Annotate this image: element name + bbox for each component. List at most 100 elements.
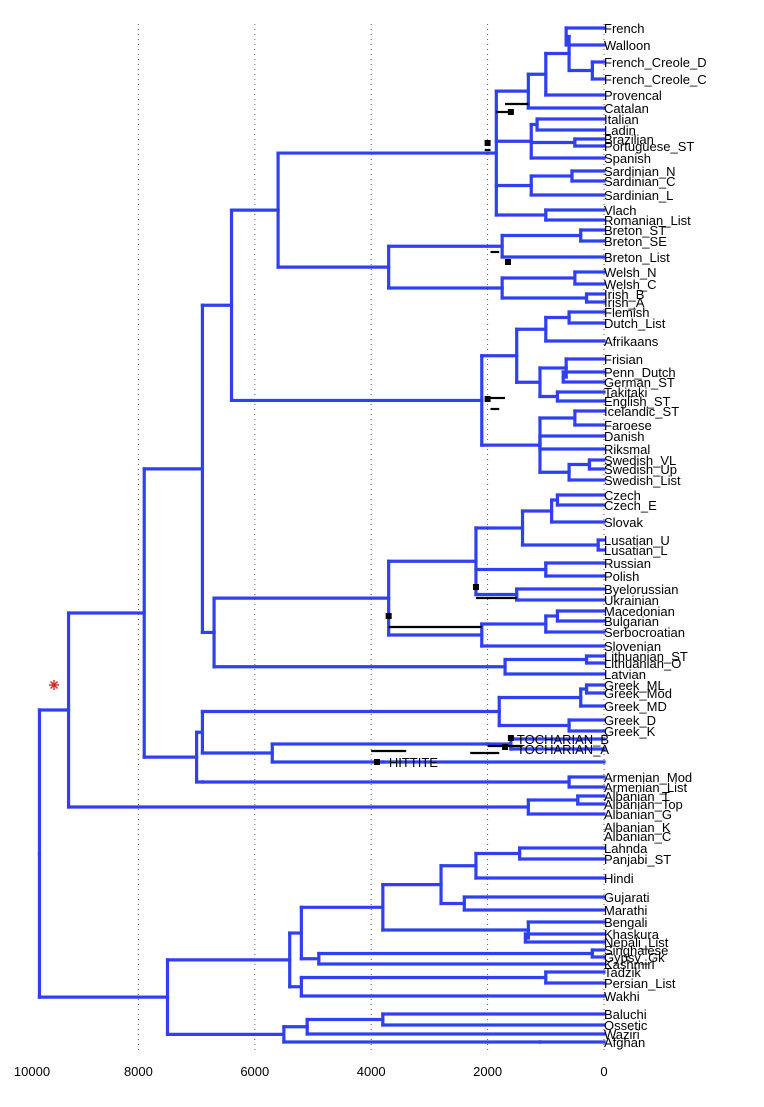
- leaf-label: Penn_Dutch: [604, 365, 676, 380]
- leaf-label: Greek_D: [604, 713, 656, 728]
- leaf-label: Kashmiri: [604, 957, 655, 972]
- leaf-label: Ossetic: [604, 1018, 648, 1033]
- leaf-label: Swedish_Up: [604, 462, 677, 477]
- leaf-label: Lithuanian_O: [604, 656, 681, 671]
- leaf-label: Greek_MD: [604, 699, 667, 714]
- leaf-label: Czech: [604, 488, 641, 503]
- leaf-label: Portuguese_ST: [604, 139, 694, 154]
- leaf-label: Welsh_N: [604, 265, 657, 280]
- leaf-label: Albanian_T: [604, 789, 670, 804]
- leaf-label: Swedish_List: [604, 473, 681, 488]
- leaf-label: Lahnda: [604, 841, 648, 856]
- leaf-label: Sardinian_L: [604, 188, 673, 203]
- leaf-label: Armenian_List: [604, 780, 687, 795]
- leaf-label: Gujarati: [604, 890, 650, 905]
- leaf-label: Tadzik: [604, 965, 641, 980]
- leaf-label: Greek_Mod: [604, 686, 672, 701]
- leaf-label: Wakhi: [604, 989, 640, 1004]
- leaf-label: Nepali_List: [604, 935, 669, 950]
- leaf-label: Provencal: [604, 88, 662, 103]
- leaf-label: Albanian_K: [604, 820, 671, 835]
- leaf-label: Hindi: [604, 871, 634, 886]
- leaf-label: Lithuanian_ST: [604, 649, 688, 664]
- leaf-label: Czech_E: [604, 498, 657, 513]
- leaf-label: Breton_ST: [604, 223, 666, 238]
- leaf-label: Irish_B: [604, 287, 644, 302]
- leaf-label: Brazilian: [604, 132, 654, 147]
- leaf-label: Albanian_G: [604, 807, 672, 822]
- leaf-label: Lusatian_U: [604, 533, 670, 548]
- leaf-label: Vlach: [604, 203, 637, 218]
- axis-tick-label: 2000: [473, 1064, 502, 1079]
- leaf-label: Sardinian_N: [604, 164, 676, 179]
- calibration-point: [484, 396, 491, 402]
- leaf-label: Greek_K: [604, 724, 656, 739]
- leaf-label: Gypsy_Gk: [604, 950, 665, 965]
- calibration-point: [507, 735, 514, 741]
- leaf-label: Khaskura: [604, 927, 660, 942]
- leaf-label: Takitaki: [604, 385, 647, 400]
- leaf-label: Serbocroatian: [604, 625, 685, 640]
- leaf-label: Afghan: [604, 1035, 645, 1050]
- tree-branches: [37, 26, 606, 1044]
- calibration-point: [507, 109, 514, 115]
- leaf-label: Baluchi: [604, 1007, 647, 1022]
- leaf-label: Danish: [604, 429, 644, 444]
- leaf-label: French_Creole_C: [604, 72, 707, 87]
- leaf-label: Frisian: [604, 352, 643, 367]
- leaf-label: Riksmal: [604, 442, 650, 457]
- calibration-point: [502, 744, 509, 750]
- leaf-label: Romanian_List: [604, 213, 691, 228]
- leaf-label: Slovenian: [604, 639, 661, 654]
- leaf-label: Persian_List: [604, 976, 676, 991]
- leaf-label: TOCHARIAN_A: [517, 742, 610, 757]
- leaf-label: Afrikaans: [604, 334, 659, 349]
- leaf-label: Slovak: [604, 515, 644, 530]
- leaf-label: Catalan: [604, 101, 649, 116]
- axis-tick-label: 8000: [124, 1064, 153, 1079]
- leaf-label: Albanian_Top: [604, 797, 683, 812]
- leaf-label: Italian: [604, 112, 639, 127]
- calibration-point: [374, 759, 381, 765]
- leaf-label: German_ST: [604, 375, 675, 390]
- leaf-label: Welsh_C: [604, 277, 657, 292]
- leaf-label: Dutch_List: [604, 316, 666, 331]
- leaf-label: Russian: [604, 556, 651, 571]
- leaf-label: Breton_List: [604, 250, 670, 265]
- leaf-label: Polish: [604, 569, 639, 584]
- leaf-label: Marathi: [604, 903, 647, 918]
- leaf-label: English_ST: [604, 394, 671, 409]
- x-axis: 10000 8000 6000 4000 2000 0: [14, 1064, 608, 1079]
- axis-tick-label: 10000: [14, 1064, 50, 1079]
- leaf-label: Panjabi_ST: [604, 852, 671, 867]
- leaf-label: Ukrainian: [604, 593, 659, 608]
- axis-tick-label: 6000: [240, 1064, 269, 1079]
- root-marker-icon: [49, 680, 59, 690]
- leaf-label: Sardinian_C: [604, 174, 676, 189]
- leaf-label: Waziri: [604, 1027, 640, 1042]
- axis-tick-label: 4000: [357, 1064, 386, 1079]
- leaf-label: Lusatian_L: [604, 543, 668, 558]
- leaf-label: Albanian_C: [604, 829, 671, 844]
- leaf-label: Breton_SE: [604, 234, 667, 249]
- leaf-label: Bulgarian: [604, 614, 659, 629]
- leaf-label: Swedish_VL: [604, 453, 676, 468]
- leaf-label: Macedonian: [604, 604, 675, 619]
- calibration-point: [484, 140, 491, 146]
- leaf-label: TOCHARIAN_B: [517, 732, 609, 747]
- calibration-point: [504, 259, 511, 265]
- leaf-label: Byelorussian: [604, 582, 678, 597]
- leaf-label: Spanish: [604, 151, 651, 166]
- leaf-label: Singhalese: [604, 943, 668, 958]
- axis-tick-label: 0: [600, 1064, 607, 1079]
- leaf-labels: French Walloon French_Creole_D French_Creol…: [389, 21, 707, 1050]
- leaf-label: Greek_ML: [604, 678, 665, 693]
- leaf-label: Bengali: [604, 915, 647, 930]
- date-uncertainty-bars: [371, 102, 529, 765]
- leaf-label: Walloon: [604, 38, 650, 53]
- leaf-label: Latvian: [604, 667, 646, 682]
- leaf-label: HITTITE: [389, 755, 438, 770]
- leaf-label: Flemish: [604, 305, 650, 320]
- leaf-label: French_Creole_D: [604, 55, 707, 70]
